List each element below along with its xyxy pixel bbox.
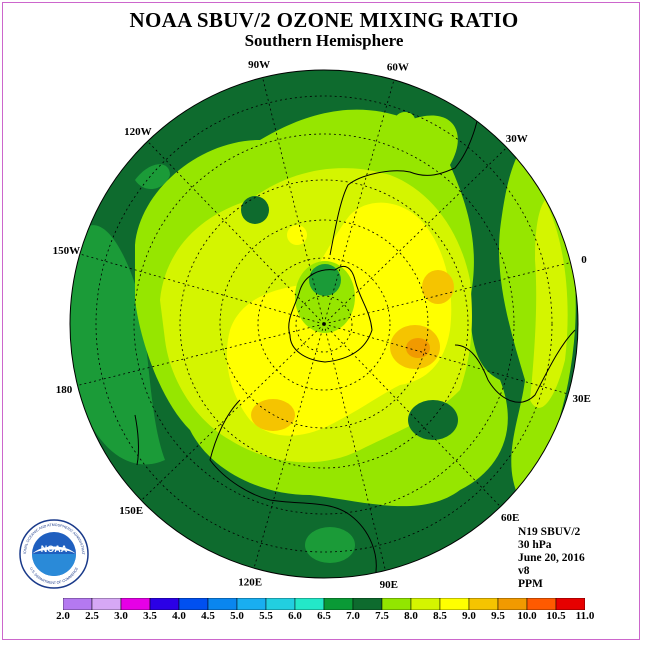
colorbar-swatch — [178, 598, 209, 610]
africa-coast — [454, 329, 576, 403]
meridian-line — [323, 262, 571, 325]
meridian-line — [147, 141, 325, 325]
longitude-label: 150W — [53, 245, 81, 257]
colorbar-level-label: 8.5 — [433, 610, 447, 622]
instrument-label: N19 SBUV/2 — [518, 526, 581, 538]
colorbar-swatch — [323, 598, 354, 610]
colorbar-swatch — [381, 598, 412, 610]
colorbar-swatch — [526, 598, 557, 610]
colorbar-swatch — [410, 598, 441, 610]
colorbar-swatch — [236, 598, 267, 610]
colorbar-level-label: 2.5 — [85, 610, 99, 622]
date-label: June 20, 2016 — [518, 552, 585, 564]
colorbar-level-label: 3.0 — [114, 610, 128, 622]
colorbar — [63, 598, 585, 610]
version-label: v8 — [518, 565, 530, 577]
blob-medium-green-south — [305, 527, 355, 563]
australia-coast — [209, 399, 377, 578]
colorbar-level-label: 8.0 — [404, 610, 418, 622]
noaa-logo: NOAA NATIONAL OCEANIC AND ATMOSPHERIC AD… — [18, 518, 89, 589]
south-america-coast — [329, 89, 483, 256]
image-frame — [2, 2, 640, 640]
info-panel: N19 SBUV/2 30 hPa June 20, 2016 v8 PPM — [518, 526, 585, 591]
page-subtitle: Southern Hemisphere — [244, 31, 404, 50]
meridian-line — [141, 323, 325, 501]
meridian-line — [323, 323, 569, 395]
blob-dark-green-east — [408, 400, 458, 440]
longitude-label: 60E — [501, 512, 519, 524]
longitude-label: 30E — [572, 393, 590, 405]
longitude-label: 120E — [238, 577, 262, 589]
blob-yellow-green-lower — [196, 311, 228, 339]
longitude-label: 90W — [248, 59, 270, 71]
meridian-line — [253, 323, 325, 569]
colorbar-swatch — [207, 598, 238, 610]
colorbar-level-label: 9.0 — [462, 610, 476, 622]
colorbar-swatch — [352, 598, 383, 610]
colorbar-level-label: 3.5 — [143, 610, 157, 622]
band-medium-green — [70, 225, 165, 465]
colorbar-swatch — [555, 598, 585, 610]
map-border — [69, 69, 579, 579]
meridian-line — [323, 323, 386, 571]
meridian-line — [323, 323, 501, 507]
blob-yellow-small — [287, 225, 307, 245]
colorbar-swatch — [294, 598, 325, 610]
longitude-label: 30W — [506, 133, 528, 145]
colorbar-level-label: 11.0 — [575, 610, 595, 622]
colorbar-swatch — [120, 598, 151, 610]
colorbar-swatch — [91, 598, 122, 610]
colorbar-level-label: 4.0 — [172, 610, 186, 622]
colorbar-swatch — [265, 598, 296, 610]
longitude-label: 0 — [581, 254, 587, 266]
blob-dark-orange — [406, 338, 430, 358]
meridian-line — [79, 253, 325, 325]
band-medium-green-2 — [135, 164, 170, 190]
colorbar-swatch — [439, 598, 470, 610]
longitude-label: 60W — [387, 61, 409, 73]
blob-orange-1 — [422, 270, 454, 304]
colorbar-level-label: 9.5 — [491, 610, 505, 622]
page-title: NOAA SBUV/2 OZONE MIXING RATIO — [129, 8, 519, 32]
coastlines — [134, 89, 576, 578]
band-yellow-green-east — [530, 200, 568, 408]
colorbar-level-label: 7.5 — [375, 610, 389, 622]
logo-text: NOAA — [41, 544, 68, 554]
colorbar-swatch — [497, 598, 528, 610]
meridian-line — [323, 79, 395, 325]
meridian-line — [77, 323, 325, 386]
meridian-line — [262, 77, 325, 325]
longitude-labels: 90W 60W 30W 0 30E 60E 90E 120E 150E 180 150W 120W — [53, 59, 591, 591]
colorbar-level-label: 4.5 — [201, 610, 215, 622]
colorbar-level-label: 10.5 — [546, 610, 566, 622]
colorbar-level-label: 6.0 — [288, 610, 302, 622]
meridian-line — [323, 147, 507, 325]
longitude-label: 150E — [119, 505, 143, 517]
antarctica-coast — [288, 265, 373, 363]
pressure-label: 30 hPa — [518, 539, 552, 551]
blob-dark-green-west — [241, 196, 269, 224]
new-zealand-coast — [134, 414, 139, 466]
longitude-label: 180 — [56, 384, 73, 396]
blob-lime-north — [395, 112, 415, 128]
graticule — [77, 77, 571, 571]
colorbar-level-label: 5.5 — [259, 610, 273, 622]
units-label: PPM — [518, 578, 543, 590]
colorbar-level-label: 7.0 — [346, 610, 360, 622]
colorbar-level-label: 10.0 — [517, 610, 537, 622]
colorbar-swatch — [468, 598, 499, 610]
colorbar-level-label: 5.0 — [230, 610, 244, 622]
colorbar-swatch — [149, 598, 180, 610]
colorbar-level-label: 6.5 — [317, 610, 331, 622]
longitude-label: 90E — [380, 579, 398, 591]
colorbar-level-label: 2.0 — [56, 610, 70, 622]
longitude-label: 120W — [124, 126, 152, 138]
colorbar-swatch — [63, 598, 93, 610]
